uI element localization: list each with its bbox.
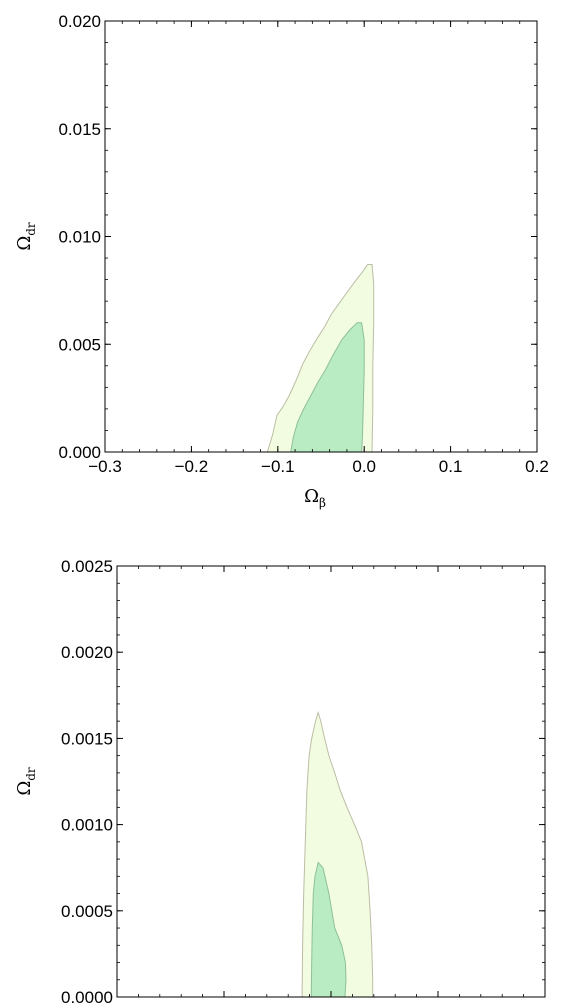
x-tick-label: −0.2 — [175, 457, 209, 476]
y-tick-label: 0.020 — [58, 12, 101, 31]
contour-region-inner — [310, 861, 347, 998]
x-tick-label: −0.1 — [261, 457, 295, 476]
x-tick-label: 0.0 — [352, 457, 376, 476]
x-tick-label: −0.76 — [309, 1002, 352, 1005]
y-tick-label: 0.0020 — [61, 643, 113, 662]
y-tick-label: 0.005 — [58, 335, 101, 354]
y-tick-label: 0.000 — [58, 443, 101, 462]
y-axis-label-subscript: dr — [24, 767, 38, 781]
x-tick-label: −0.72 — [523, 1002, 563, 1005]
y-tick-label: 0.0025 — [61, 557, 113, 576]
contour-region-inner — [290, 322, 365, 453]
x-tick-label: −0.80 — [95, 1002, 138, 1005]
contour-panel-top: −0.3 −0.2 −0.1 0.0 0.1 0.2 0.000 0.005 0.010 0.01… — [14, 12, 549, 510]
y-tick-label: 0.015 — [58, 120, 101, 139]
contour-panel-bottom: −0.80 −0.78 −0.76 −0.74 −0.72 0.0000 0.0005 0.0… — [14, 557, 563, 1005]
x-tick-label: −0.78 — [202, 1002, 245, 1005]
y-axis-label: Ωdr — [14, 767, 38, 796]
x-axis-label-subscript: β — [319, 496, 326, 510]
y-tick-label: 0.0015 — [61, 729, 113, 748]
x-tick-label: −0.3 — [88, 457, 122, 476]
y-axis-label-subscript: dr — [24, 222, 38, 236]
x-tick-label: 0.1 — [439, 457, 463, 476]
y-tick-label: 0.0005 — [61, 902, 113, 921]
y-tick-label: 0.010 — [58, 228, 101, 247]
x-tick-label: 0.2 — [525, 457, 549, 476]
y-tick-label: 0.0000 — [61, 988, 113, 1005]
x-axis-label: Ωβ — [304, 486, 326, 510]
y-axis-label: Ωdr — [14, 222, 38, 251]
y-tick-label: 0.0010 — [61, 816, 113, 835]
x-tick-label: −0.74 — [416, 1002, 459, 1005]
